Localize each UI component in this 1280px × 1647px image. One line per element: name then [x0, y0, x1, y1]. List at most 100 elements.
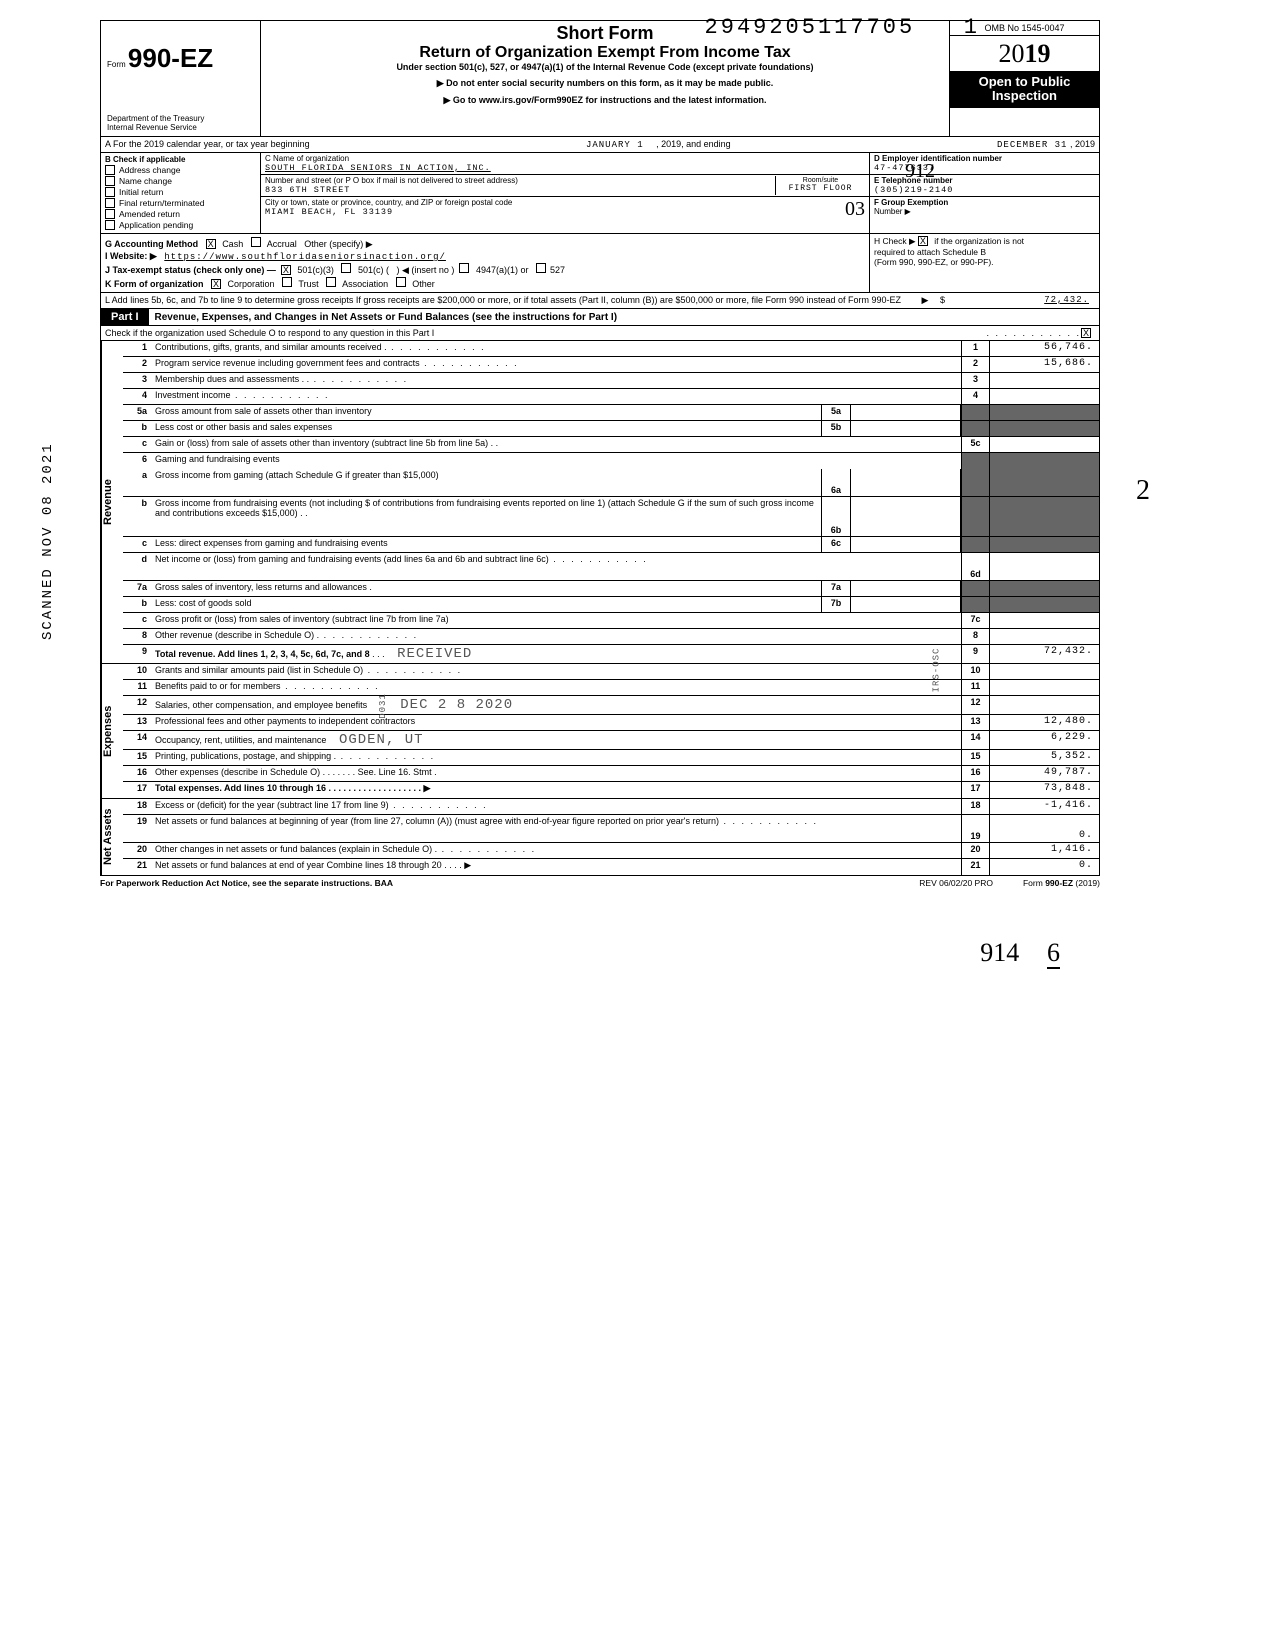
- title-section: Under section 501(c), 527, or 4947(a)(1)…: [269, 62, 941, 72]
- part1-header: Part I Revenue, Expenses, and Changes in…: [100, 309, 1100, 326]
- amt-3: [989, 373, 1099, 388]
- date-stamp: DEC 2 8 2020: [400, 697, 513, 713]
- form-number: 990-EZ: [128, 43, 213, 73]
- chk-accrual[interactable]: [251, 237, 261, 247]
- irs-osc-stamp: IRS-OSC: [932, 648, 942, 693]
- chk-name-change[interactable]: Name change: [105, 176, 256, 186]
- c-addr-label: Number and street (or P O box if mail is…: [265, 176, 775, 185]
- line-6: 6 Gaming and fundraising events: [123, 453, 1099, 469]
- part1-title: Revenue, Expenses, and Changes in Net As…: [149, 310, 1099, 325]
- amt-15: 5,352.: [989, 750, 1099, 765]
- line-4: 4 Investment income 4: [123, 389, 1099, 405]
- amt-21: 0.: [989, 859, 1099, 875]
- scan-stamp: SCANNED NOV 08 2021: [40, 442, 56, 640]
- k-form-org: K Form of organization X Corporation Tru…: [105, 277, 865, 289]
- line-6c: c Less: direct expenses from gaming and …: [123, 537, 1099, 553]
- line-6b: b Gross income from fundraising events (…: [123, 497, 1099, 537]
- c-addr-row: Number and street (or P O box if mail is…: [261, 175, 869, 197]
- chk-amended[interactable]: Amended return: [105, 209, 256, 219]
- expenses-body: 10 Grants and similar amounts paid (list…: [123, 664, 1099, 798]
- org-city: MIAMI BEACH, FL 33139: [265, 207, 825, 217]
- col-c-org-info: C Name of organization SOUTH FLORIDA SEN…: [261, 153, 869, 233]
- paperwork-notice: For Paperwork Reduction Act Notice, see …: [100, 878, 889, 888]
- f-group-exemption: F Group Exemption Number ▶: [870, 197, 1099, 217]
- dept-treasury: Department of the Treasury: [107, 114, 254, 123]
- l-dollar: $: [940, 295, 955, 306]
- handwritten-03: 03: [845, 198, 865, 221]
- page-footer: For Paperwork Reduction Act Notice, see …: [100, 878, 1100, 888]
- netassets-section: Net Assets 18 Excess or (deficit) for th…: [100, 799, 1100, 876]
- amt-12: [989, 696, 1099, 714]
- line-9: 9 Total revenue. Add lines 1, 2, 3, 4, 5…: [123, 645, 1099, 663]
- amt-1: 56,746.: [989, 341, 1099, 356]
- row-a-begin: JANUARY 1 , 2019, and ending: [310, 139, 997, 150]
- amt-7c: [989, 613, 1099, 628]
- g-accounting: G Accounting Method X Cash Accrual Other…: [105, 237, 865, 250]
- line-7b: b Less: cost of goods sold 7b: [123, 597, 1099, 613]
- open-public-badge: Open to Public Inspection: [950, 71, 1099, 108]
- l-text: L Add lines 5b, 6c, and 7b to line 9 to …: [105, 295, 901, 305]
- amt-4: [989, 389, 1099, 404]
- l-amount: 72,432.: [955, 295, 1095, 306]
- line-14: 14 Occupancy, rent, utilities, and maint…: [123, 731, 1099, 750]
- block-bcdef: B Check if applicable Address change Nam…: [100, 153, 1100, 234]
- line-16: 16 Other expenses (describe in Schedule …: [123, 766, 1099, 782]
- line-11: 11 Benefits paid to or for members 11: [123, 680, 1099, 696]
- revenue-body: 1 Contributions, gifts, grants, and simi…: [123, 341, 1099, 663]
- form-prefix: Form: [107, 60, 126, 69]
- chk-sched-o[interactable]: X: [1081, 328, 1091, 338]
- line-5a: 5a Gross amount from sale of assets othe…: [123, 405, 1099, 421]
- line-7a: 7a Gross sales of inventory, less return…: [123, 581, 1099, 597]
- c-city-label: City or town, state or province, country…: [265, 198, 825, 207]
- chk-4947[interactable]: [459, 263, 469, 273]
- amt-14: 6,229.: [989, 731, 1099, 749]
- chk-app-pending[interactable]: Application pending: [105, 220, 256, 230]
- chk-501c3[interactable]: X: [281, 265, 291, 275]
- chk-corp[interactable]: X: [211, 279, 221, 289]
- handwritten-912: 912: [905, 160, 935, 183]
- line-20: 20 Other changes in net assets or fund b…: [123, 843, 1099, 859]
- line-21: 21 Net assets or fund balances at end of…: [123, 859, 1099, 875]
- room-suite: Room/suite FIRST FLOOR: [775, 176, 865, 195]
- form-ref: Form 990-EZ (2019): [1023, 878, 1100, 888]
- line-5b: b Less cost or other basis and sales exp…: [123, 421, 1099, 437]
- amt-8: [989, 629, 1099, 644]
- handwritten-2: 2: [1136, 475, 1150, 507]
- col-def: D Employer identification number 47-4776…: [869, 153, 1099, 233]
- chk-assoc[interactable]: [326, 277, 336, 287]
- line-1: 1 Contributions, gifts, grants, and simi…: [123, 341, 1099, 357]
- dept-irs: Internal Revenue Service: [107, 123, 254, 132]
- chk-cash[interactable]: X: [206, 239, 216, 249]
- line-3: 3 Membership dues and assessments . . 3: [123, 373, 1099, 389]
- chk-other-org[interactable]: [396, 277, 406, 287]
- chk-trust[interactable]: [282, 277, 292, 287]
- amt-2: 15,686.: [989, 357, 1099, 372]
- chk-address-change[interactable]: Address change: [105, 165, 256, 175]
- line-12: 12 Salaries, other compensation, and emp…: [123, 696, 1099, 715]
- chk-final-return[interactable]: Final return/terminated: [105, 198, 256, 208]
- chk-sched-b[interactable]: X: [918, 236, 928, 246]
- chk-501c[interactable]: [341, 263, 351, 273]
- phone-value: (305)219-2140: [874, 185, 1095, 195]
- line-7c: c Gross profit or (loss) from sales of i…: [123, 613, 1099, 629]
- line-10: 10 Grants and similar amounts paid (list…: [123, 664, 1099, 680]
- goto-link: ▶ Go to www.irs.gov/Form990EZ for instru…: [269, 95, 941, 106]
- dln-number: 2949205117705: [705, 15, 916, 40]
- chk-527[interactable]: [536, 263, 546, 273]
- amt-11: [989, 680, 1099, 695]
- amt-20: 1,416.: [989, 843, 1099, 858]
- line-2: 2 Program service revenue including gove…: [123, 357, 1099, 373]
- amt-5c: [989, 437, 1099, 452]
- line-17: 17 Total expenses. Add lines 10 through …: [123, 782, 1099, 798]
- c-city-row: City or town, state or province, country…: [261, 197, 869, 222]
- org-name: SOUTH FLORIDA SENIORS IN ACTION, INC.: [265, 163, 865, 173]
- amt-17: 73,848.: [989, 782, 1099, 798]
- c-name-label: C Name of organization: [265, 154, 865, 163]
- dln-stamp: 2949205117705 1: [705, 15, 980, 40]
- open-public-2: Inspection: [952, 89, 1097, 103]
- line-5c: c Gain or (loss) from sale of assets oth…: [123, 437, 1099, 453]
- i-website: I Website: ▶ https://www.southfloridasen…: [105, 251, 865, 262]
- h-schedule-b: H Check ▶ X if the organization is not r…: [869, 234, 1099, 292]
- revenue-label: Revenue: [101, 341, 123, 663]
- chk-initial-return[interactable]: Initial return: [105, 187, 256, 197]
